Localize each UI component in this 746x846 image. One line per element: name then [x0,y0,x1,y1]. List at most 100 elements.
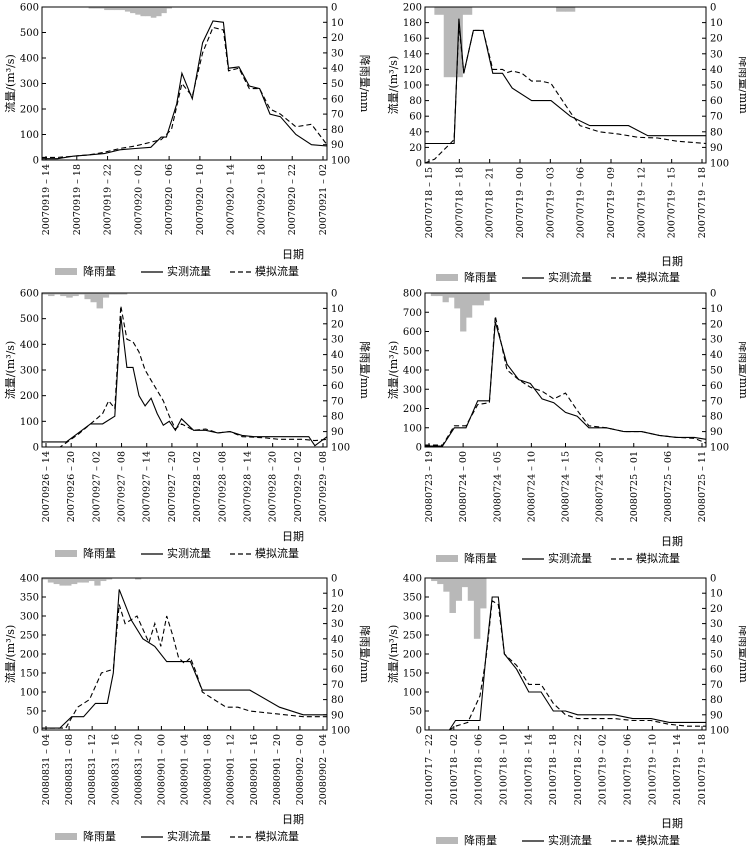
rainfall-bar [145,7,152,17]
rainfall-bar [90,293,97,303]
x-tick-label: 20100719 – 06 [623,734,634,805]
left-tick-label: 400 [20,340,39,351]
right-tick-label: 70 [331,680,344,691]
rainfall-bar [471,293,479,306]
legend: 降雨量 实测流量 模拟流量 [436,833,680,846]
right-tick-label: 40 [710,634,723,645]
x-tick-label: 20070719 – 06 [576,167,587,238]
right-tick-label: 20 [710,604,723,615]
chart-panel-5: 0 50 100 150 200 250 300 350 400 0 10 20 30 40 50 60 70 8… [3,574,372,844]
x-tick-label: 20080901 – 12 [226,734,237,805]
left-tick-label: 400 [403,366,422,377]
x-tick-label: 20080902 – 00 [295,734,306,805]
right-tick-label: 90 [710,143,723,154]
right-tick-label: 50 [710,650,723,661]
rainfall-bar [436,293,443,297]
x-tick-label: 20070928 – 20 [268,451,279,522]
legend: 降雨量 实测流量 模拟流量 [55,546,299,560]
simulated-flow-line [424,24,707,164]
rainfall-bar [443,578,450,592]
rainfall-bar [437,578,444,585]
legend-label-simulated: 模拟流量 [255,546,299,560]
legend-label-observed: 实测流量 [548,270,592,284]
x-tick-label: 20070921 – 02 [318,164,329,235]
legend: 降雨量 实测流量 模拟流量 [436,270,680,284]
right-tick-label: 30 [710,49,723,60]
right-tick-label: 40 [331,634,344,645]
legend-label-rainfall: 降雨量 [83,829,116,843]
right-tick-label: 60 [710,381,723,392]
rainfall-bar [434,7,445,15]
x-axis-title: 日期 [282,813,304,826]
chart-panel-1: 0 100 200 300 400 500 600 0 10 20 30 40 50 60 70 80 90 10… [3,3,372,279]
rainfall-bar [430,293,438,297]
rainfall-bar [102,293,110,298]
x-tick-label: 20080724 – 15 [561,451,572,522]
rainfall-bar [483,293,490,301]
rainfall-bar [114,7,121,11]
rainfall-bar [114,293,122,295]
rainfall-bar [140,7,147,17]
left-tick-label: 500 [20,28,39,39]
observed-flow-line [425,18,706,145]
x-tick-label: 20070920 – 06 [164,164,175,235]
x-axis-title: 日期 [282,530,304,543]
left-tick-label: 100 [403,423,422,434]
observed-flow-line [425,596,706,731]
x-tick-label: 20070719 – 18 [697,167,708,238]
right-tick-label: 30 [710,619,723,630]
left-tick-label: 350 [20,593,39,604]
x-tick-label: 20080831 – 04 [41,734,52,805]
right-tick-label: 60 [710,665,723,676]
y-axis-right-title: 降雨量/mm [358,341,372,399]
legend-label-rainfall: 降雨量 [464,551,497,565]
x-tick-label: 20080901 – 16 [249,734,260,805]
x-tick-label: 20100719 – 18 [697,734,708,805]
left-tick-label: 0 [33,156,39,167]
left-tick-label: 500 [403,346,422,357]
rainfall-bar [448,293,455,298]
right-tick-label: 60 [331,94,344,105]
legend-label-observed: 实测流量 [167,546,211,560]
left-tick-label: 600 [20,3,39,14]
x-tick-label: 20080901 – 08 [203,734,214,805]
x-tick-label: 20100718 – 06 [474,734,485,805]
legend-label-rainfall: 降雨量 [83,546,116,560]
x-tick-label: 20070926 – 14 [41,451,52,522]
x-tick-label: 20070926 – 20 [66,451,77,522]
left-tick-label: 140 [403,49,422,60]
rainfall-bar [166,7,172,9]
left-tick-label: 0 [416,159,422,170]
right-tick-label: 80 [331,695,344,706]
rainfall-bar [467,578,475,601]
right-tick-label: 50 [331,650,344,661]
right-tick-label: 90 [331,140,344,151]
rainfall-bar [78,293,85,295]
x-tick-label: 20080901 – 00 [156,734,167,805]
rainfall-bar [54,293,61,295]
left-tick-label: 200 [20,650,39,661]
rainfall-bar [156,7,162,17]
rainfall-bar [454,293,461,309]
simulated-flow-line [42,604,327,729]
x-tick-label: 20080725 – 06 [663,451,674,522]
rainfall-bar [72,293,79,297]
chart-panel-3: 0 100 200 300 400 500 600 0 10 20 30 40 50 60 70 80 90 10… [3,289,372,561]
left-tick-label: 120 [403,65,422,76]
x-tick-label: 20080831 – 12 [87,734,98,805]
rainfall-bar [42,578,49,580]
left-tick-label: 300 [403,612,422,623]
chart-panel-4: 0 100 200 300 400 500 600 700 800 0 10 20 30 40 50 60 70… [386,289,746,566]
rainfall-bar [449,578,456,613]
rainfall-bar [135,7,141,15]
plot-frame [41,577,328,731]
right-tick-label: 100 [331,726,350,737]
left-tick-label: 700 [403,308,422,319]
right-tick-label: 40 [710,65,723,76]
rainfall-bar [150,7,157,18]
rainfall-bar [443,7,454,78]
left-tick-label: 400 [20,54,39,65]
left-tick-label: 250 [403,631,422,642]
right-tick-label: 10 [331,589,344,600]
